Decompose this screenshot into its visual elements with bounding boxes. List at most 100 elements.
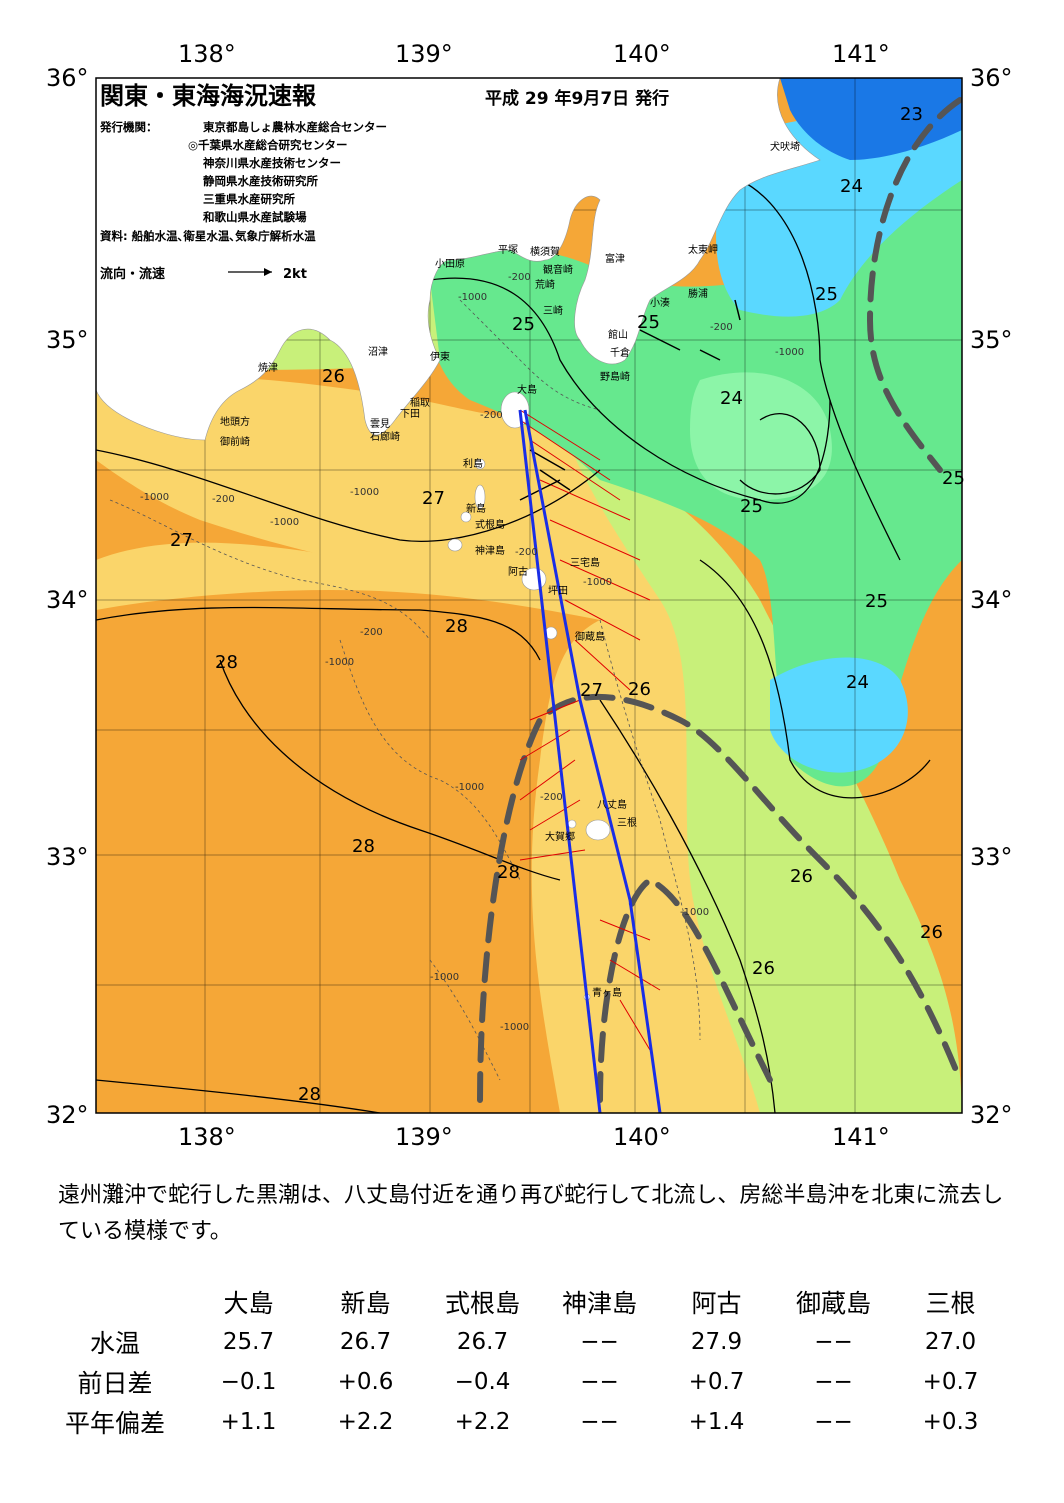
- isotherm-label: 27: [170, 530, 193, 551]
- place-label: 雲見: [370, 418, 390, 430]
- place-names: 犬吠埼 太東岬 勝浦 小湊 富津 横須賀 観音崎 荒崎 三崎 館山 千倉 野島崎…: [220, 140, 800, 999]
- lon-tick-top-139: 139°: [395, 40, 453, 68]
- table-row: 前日差 −0.1 +0.6 −0.4 −− +0.7 −− +0.7: [40, 1362, 1030, 1402]
- depth-label: -1000: [458, 292, 487, 303]
- table-cell: +1.4: [688, 1409, 745, 1435]
- station-header: 三根: [925, 1289, 976, 1318]
- depth-label: -1000: [455, 782, 484, 793]
- lat-tick-left-34: 34°: [46, 586, 89, 614]
- place-label: 御蔵島: [575, 630, 605, 643]
- place-label: 稲取: [410, 397, 430, 409]
- isotherm-label: 28: [298, 1084, 321, 1105]
- lat-tick-left-35: 35°: [46, 326, 89, 354]
- table-cell: −−: [580, 1369, 619, 1395]
- place-label: 沼津: [368, 345, 388, 358]
- sea-condition-map: 138° 139° 140° 141° 138° 139° 140° 141° …: [46, 40, 1013, 1151]
- row-label: 平年偏差: [64, 1409, 165, 1438]
- lon-tick-top-141: 141°: [832, 40, 890, 68]
- depth-label: -200: [508, 272, 531, 283]
- table-cell: +0.7: [688, 1369, 745, 1395]
- isotherm-label: 27: [422, 488, 445, 509]
- depth-label: -1000: [430, 972, 459, 983]
- station-header: 御蔵島: [795, 1289, 871, 1318]
- depth-contours: [109, 299, 701, 1081]
- station-table: 大島 新島 式根島 神津島 阿古 御蔵島 三根 水温 25.7 26.7 26.…: [40, 1282, 1030, 1442]
- temperature-field: [96, 78, 962, 1113]
- place-label: 坪田: [548, 584, 568, 597]
- kuroshio-axis: [477, 97, 962, 1103]
- isotherm-label: 26: [752, 958, 775, 979]
- isotherm-label: 28: [445, 616, 468, 637]
- map-header: 関東・東海海況速報 平成 29 年9月7日 発行 発行機関： 東京都島しょ農林水…: [99, 82, 669, 282]
- depth-label: -1000: [325, 657, 354, 668]
- place-label: 勝浦: [688, 287, 708, 300]
- isotherm-label: 26: [322, 366, 345, 387]
- table-cell: 26.7: [456, 1329, 509, 1355]
- depth-label: -1000: [500, 1022, 529, 1033]
- survey-route: [518, 409, 662, 1113]
- lat-tick-left-32: 32°: [46, 1101, 89, 1129]
- publisher-item: 東京都島しょ農林水産総合センター: [203, 120, 387, 134]
- row-label: 前日差: [77, 1369, 153, 1398]
- place-label: 野島崎: [600, 370, 630, 383]
- depth-label: -1000: [140, 492, 169, 503]
- isotherm-label: 28: [352, 836, 375, 857]
- depth-label: -1000: [775, 347, 804, 358]
- lon-tick-top-140: 140°: [613, 40, 671, 68]
- isotherm-labels: 23 24 25 25 25 25 24 25 25 26 26 27 27 2…: [170, 104, 965, 1105]
- publisher-item: ◎千葉県水産総合研究センター: [188, 138, 348, 152]
- table-cell: 27.9: [690, 1329, 743, 1355]
- table-cell: +0.3: [922, 1409, 979, 1435]
- depth-label: -1000: [583, 577, 612, 588]
- place-label: 三宅島: [570, 556, 600, 569]
- place-label: 御前崎: [220, 435, 250, 448]
- place-label: 焼津: [258, 362, 278, 374]
- summary-text: 遠州灘沖で蛇行した黒潮は、八丈島付近を通り再び蛇行して北流し、房総半島沖を北東に…: [58, 1183, 1004, 1244]
- place-label: 三根: [617, 816, 637, 829]
- place-label: 三崎: [543, 304, 563, 317]
- isotherm-label: 28: [497, 862, 520, 883]
- depth-label: -200: [540, 792, 563, 803]
- data-source: 資料: 船舶水温､衛星水温､気象庁解析水温: [100, 229, 316, 243]
- place-label: 地頭方: [220, 415, 250, 428]
- table-cell: +2.2: [454, 1409, 511, 1435]
- lon-tick-bottom-139: 139°: [395, 1123, 453, 1151]
- place-label: 大賀郷: [545, 830, 575, 843]
- table-cell: +2.2: [337, 1409, 394, 1435]
- place-label: 小田原: [435, 258, 465, 270]
- table-cell: −−: [580, 1409, 619, 1435]
- lon-labels-bottom: 138° 139° 140° 141°: [178, 1123, 890, 1151]
- station-header: 神津島: [561, 1289, 637, 1318]
- place-label: 館山: [608, 328, 628, 341]
- lat-labels-right: 36° 35° 34° 33° 32°: [970, 64, 1013, 1129]
- isotherm-label: 25: [942, 468, 965, 489]
- isotherm-label: 24: [840, 176, 863, 197]
- map-border: [95, 77, 963, 1114]
- isotherm-label: 28: [215, 652, 238, 673]
- isotherm-label: 24: [846, 672, 869, 693]
- table-cell: +0.6: [337, 1369, 394, 1395]
- depth-label: -200: [480, 410, 503, 421]
- isotherm-label: 25: [637, 312, 660, 333]
- isotherm-label: 26: [628, 679, 651, 700]
- place-label: 伊東: [430, 350, 450, 363]
- table-cell: −−: [580, 1329, 619, 1355]
- depth-label: -1000: [680, 907, 709, 918]
- place-label: 荒崎: [535, 278, 555, 291]
- place-label: 新島: [466, 502, 486, 515]
- isotherm-label: 26: [790, 866, 813, 887]
- table-cell: −−: [814, 1369, 853, 1395]
- map-title: 関東・東海海況速報: [100, 82, 317, 110]
- isotherm-label: 24: [720, 388, 743, 409]
- isotherm-label: 23: [900, 104, 923, 125]
- table-cell: −0.4: [454, 1369, 511, 1395]
- depth-label: -200: [710, 322, 733, 333]
- table-row: 水温 25.7 26.7 26.7 −− 27.9 −− 27.0: [40, 1322, 1030, 1362]
- table-cell: 26.7: [339, 1329, 392, 1355]
- station-header: 式根島: [444, 1289, 520, 1318]
- place-label: 神津島: [475, 544, 505, 557]
- place-label: 千倉: [610, 346, 630, 359]
- lat-tick-left-36: 36°: [46, 64, 89, 92]
- place-label: 利島: [463, 457, 483, 470]
- place-label: 式根島: [475, 518, 505, 531]
